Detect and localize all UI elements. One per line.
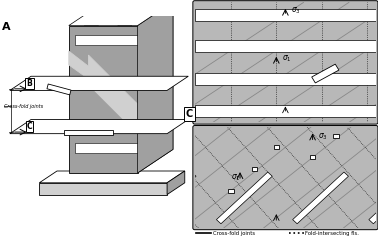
Polygon shape bbox=[39, 171, 185, 183]
Bar bbox=[252, 167, 257, 171]
Text: $\sigma_3$: $\sigma_3$ bbox=[318, 131, 328, 142]
Polygon shape bbox=[85, 10, 132, 25]
Bar bbox=[195, 105, 376, 117]
Bar bbox=[195, 9, 376, 21]
Polygon shape bbox=[39, 183, 167, 195]
Polygon shape bbox=[64, 130, 113, 135]
Text: $\sigma_3$: $\sigma_3$ bbox=[291, 6, 301, 16]
Polygon shape bbox=[312, 64, 339, 83]
Polygon shape bbox=[75, 144, 138, 153]
Polygon shape bbox=[88, 55, 138, 134]
Bar bbox=[274, 145, 279, 149]
Text: C: C bbox=[186, 109, 193, 119]
Text: B: B bbox=[26, 79, 33, 88]
Polygon shape bbox=[140, 172, 196, 224]
Bar bbox=[228, 189, 234, 193]
Polygon shape bbox=[69, 25, 138, 173]
Polygon shape bbox=[75, 35, 138, 45]
Text: Fold-intersecting fls.: Fold-intersecting fls. bbox=[305, 231, 359, 236]
Polygon shape bbox=[217, 172, 272, 224]
FancyBboxPatch shape bbox=[193, 126, 378, 230]
FancyBboxPatch shape bbox=[193, 1, 378, 124]
Text: $\sigma_1$: $\sigma_1$ bbox=[282, 54, 291, 64]
Polygon shape bbox=[293, 172, 349, 224]
Polygon shape bbox=[69, 2, 173, 25]
Bar bbox=[333, 134, 339, 138]
Polygon shape bbox=[138, 2, 173, 173]
Polygon shape bbox=[369, 172, 378, 224]
Polygon shape bbox=[10, 120, 188, 134]
Bar bbox=[195, 40, 376, 52]
Polygon shape bbox=[47, 84, 71, 95]
Text: Cross-fold joints: Cross-fold joints bbox=[4, 104, 43, 109]
Text: C: C bbox=[27, 122, 32, 131]
Polygon shape bbox=[167, 171, 185, 195]
Bar bbox=[310, 156, 315, 159]
Polygon shape bbox=[69, 51, 138, 114]
Polygon shape bbox=[138, 2, 173, 173]
Bar bbox=[195, 73, 376, 85]
Text: Cross-fold joints: Cross-fold joints bbox=[213, 231, 255, 236]
Text: A: A bbox=[2, 22, 11, 32]
Text: $\sigma_1$: $\sigma_1$ bbox=[231, 172, 241, 183]
Polygon shape bbox=[10, 76, 188, 90]
